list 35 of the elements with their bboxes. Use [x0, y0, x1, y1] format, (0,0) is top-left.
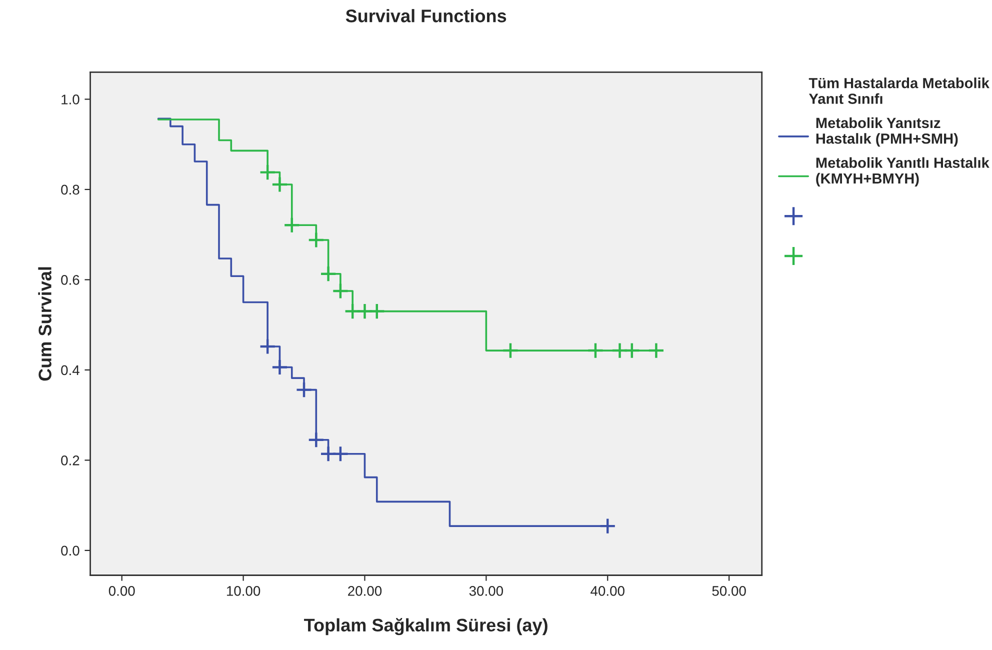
point [599, 518, 616, 534]
point [271, 176, 288, 193]
chart-title: Survival Functions [346, 9, 506, 22]
point [271, 358, 288, 376]
y-tick-label: 0.4 [61, 365, 80, 376]
point [259, 338, 276, 355]
point [308, 232, 325, 248]
point [283, 216, 300, 234]
x-tick-label: 40.00 [590, 586, 624, 596]
point [587, 342, 604, 359]
x-axis-title: Toplam Sağkalım Süresi (ay) [304, 618, 548, 636]
x-tick-label: 30.00 [469, 586, 504, 596]
point [308, 431, 325, 448]
point [320, 265, 337, 282]
point [296, 381, 312, 398]
point [502, 342, 519, 359]
x-tick-label: 50.00 [712, 586, 746, 596]
point [259, 164, 276, 181]
legend-label: Metabolik Yanıtlı Hastalık (KMYH+BMYH) [816, 157, 990, 187]
point [332, 282, 349, 300]
x-tick-label: 20.00 [348, 586, 382, 596]
x-tick-label: 0.00 [108, 586, 135, 596]
point [368, 302, 386, 320]
point [332, 445, 349, 462]
y-tick-label: 0.8 [61, 184, 80, 195]
y-axis-title: Cum Survival [38, 267, 52, 381]
legend-label: Metabolik Yanıtsız Hastalık (PMH+SMH) [816, 117, 958, 147]
x-tick-label: 10.00 [226, 586, 260, 596]
y-tick-label: 1.0 [62, 94, 80, 104]
point [648, 342, 665, 359]
y-tick-label: 0.0 [61, 546, 80, 556]
y-tick-label: 0.6 [61, 275, 80, 285]
y-tick-label: 0.2 [61, 456, 80, 466]
point [624, 342, 640, 359]
legend-title: Tüm Hastalarda Metabolik Yanıt Sınıfı [808, 78, 990, 104]
